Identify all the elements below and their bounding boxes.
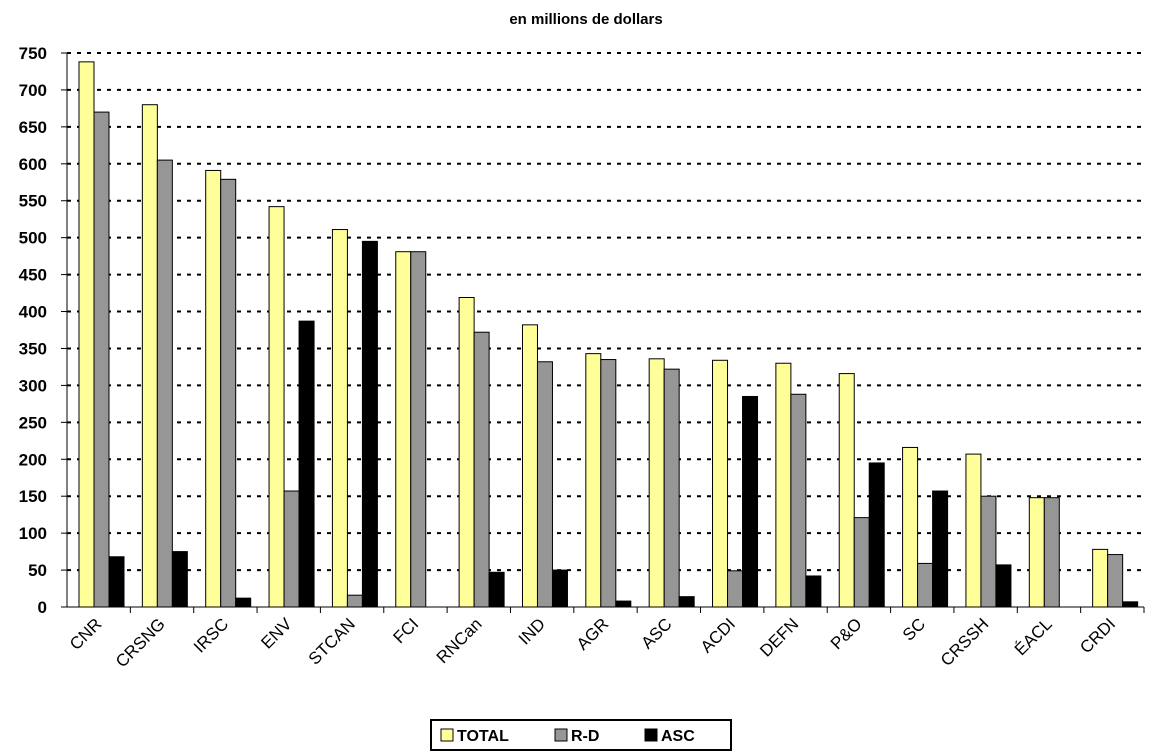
bar-total-10 (712, 359, 729, 608)
bar-asc-13 (932, 490, 949, 608)
bar-asc-4 (361, 240, 378, 608)
bar-r-d-0 (93, 111, 110, 608)
legend-box (430, 719, 732, 751)
category-label: P&O (827, 614, 866, 653)
y-tick-label: 400 (19, 303, 47, 322)
bar-asc-7 (551, 569, 568, 608)
bar-r-d-12 (853, 517, 870, 608)
axes (61, 52, 1145, 613)
category-label: CRSNG (112, 614, 169, 671)
legend: TOTAL R-D ASC (430, 719, 732, 751)
category-label: CRDI (1076, 614, 1119, 657)
legend-label-total: TOTAL (457, 728, 509, 745)
bar-r-d-7 (536, 361, 553, 608)
bar-r-d-10 (727, 570, 744, 608)
bar-r-d-14 (980, 495, 997, 608)
bar-asc-16 (1122, 601, 1139, 608)
bar-r-d-9 (663, 368, 680, 608)
category-labels: CNR CRSNG IRSC ENV STCAN FCI RNCan IND AGR ASC ACD… (66, 614, 1119, 671)
bar-r-d-3 (283, 490, 300, 608)
bar-total-2 (205, 169, 222, 608)
bar-total-3 (268, 206, 285, 608)
legend-swatch-asc (644, 728, 658, 742)
bar-asc-1 (171, 551, 188, 608)
category-label: ASC (638, 614, 676, 652)
bar-total-9 (648, 358, 665, 608)
bar-r-d-2 (220, 178, 237, 608)
y-tick-label: 350 (19, 339, 47, 358)
bar-asc-0 (108, 556, 125, 608)
category-label: CRSSH (937, 614, 993, 670)
legend-label-r-d: R-D (571, 728, 599, 745)
y-tick-label: 200 (19, 450, 47, 469)
category-label: SC (899, 614, 929, 644)
bar-asc-10 (742, 395, 759, 608)
bar-total-16 (1092, 548, 1109, 608)
category-label: AGR (573, 614, 612, 653)
bar-r-d-5 (410, 251, 427, 608)
bar-total-14 (965, 453, 982, 608)
bars (78, 61, 1139, 608)
bar-r-d-6 (473, 331, 490, 608)
bar-r-d-11 (790, 393, 807, 608)
chart-title: en millions de dollars (509, 11, 662, 28)
legend-swatch-r-d (554, 728, 568, 742)
category-label: ENV (257, 614, 296, 653)
category-label: IND (515, 614, 549, 648)
y-tick-label: 600 (19, 155, 47, 174)
bar-total-4 (331, 229, 348, 608)
y-tick-label: 250 (19, 413, 47, 432)
category-label: ÉACL (1011, 614, 1056, 659)
bar-total-12 (838, 373, 855, 608)
y-tick-label: 550 (19, 192, 47, 211)
y-tick-label: 0 (38, 598, 47, 617)
bar-asc-8 (615, 600, 632, 608)
bar-asc-12 (868, 462, 885, 608)
y-tick-label: 450 (19, 266, 47, 285)
legend-label-asc: ASC (661, 728, 695, 745)
bar-r-d-16 (1107, 554, 1124, 608)
y-tick-label: 750 (19, 44, 47, 63)
legend-swatch-total (440, 728, 454, 742)
category-label: FCI (389, 614, 422, 647)
bar-asc-2 (235, 597, 252, 608)
bar-total-0 (78, 61, 95, 608)
bar-asc-9 (678, 596, 695, 608)
bar-r-d-13 (917, 562, 934, 608)
bar-r-d-8 (600, 359, 617, 608)
bar-total-13 (902, 446, 919, 608)
bar-total-6 (458, 296, 475, 608)
bar-asc-14 (995, 564, 1012, 608)
bar-asc-6 (488, 571, 505, 608)
bar-total-8 (585, 353, 602, 608)
bar-total-11 (775, 362, 792, 608)
y-tick-label: 500 (19, 229, 47, 248)
y-tick-label: 650 (19, 118, 47, 137)
y-tick-label: 100 (19, 524, 47, 543)
bar-total-1 (141, 104, 158, 608)
category-label: ACDI (697, 614, 739, 656)
y-tick-label: 700 (19, 81, 47, 100)
bar-total-7 (521, 324, 538, 608)
y-tick-label: 50 (28, 561, 47, 580)
y-tick-label: 300 (19, 376, 47, 395)
y-tick-label: 150 (19, 487, 47, 506)
bar-r-d-15 (1043, 497, 1060, 608)
y-tick-labels: 0 50 100 150 200 250 300 350 400 450 500 550 600 650 7… (19, 44, 47, 617)
bar-total-5 (395, 251, 412, 608)
bar-r-d-4 (346, 594, 363, 608)
bar-asc-3 (298, 320, 315, 608)
bar-total-15 (1028, 497, 1045, 608)
category-label: RNCan (433, 614, 486, 667)
category-label: CNR (66, 614, 105, 653)
category-label: STCAN (305, 614, 359, 668)
category-label: DEFN (756, 614, 802, 660)
bar-r-d-1 (156, 159, 173, 608)
category-label: IRSC (190, 614, 232, 656)
bar-asc-11 (805, 575, 822, 608)
